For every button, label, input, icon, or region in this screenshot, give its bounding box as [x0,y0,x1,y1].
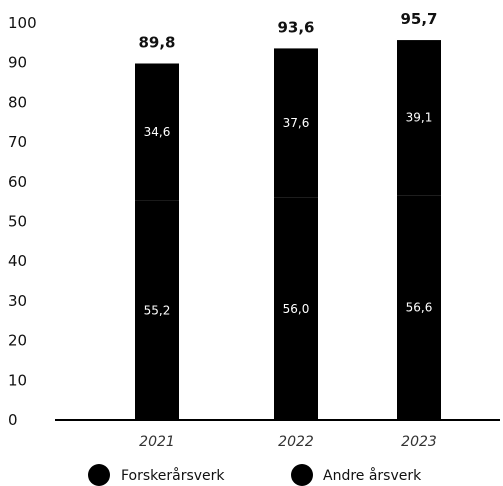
y-tick-label: 20 [8,332,27,350]
y-tick-label: 90 [8,54,27,72]
segment-value-label: 34,6 [144,125,171,139]
y-tick-label: 30 [8,292,27,310]
segment-value-label: 37,6 [283,116,310,130]
y-tick-label: 10 [8,371,27,389]
legend-label-forskerarsverk: Forskerårsverk [121,467,225,484]
total-value-label: 93,6 [277,18,314,36]
x-tick-label: 2022 [278,434,314,450]
segment-value-label: 39,1 [406,111,433,125]
bar-segment-2022-forskerarsverk [274,197,318,420]
bar-segment-2022-andre-arsverk [274,48,318,198]
bar-segment-2023-forskerarsverk [397,195,441,420]
legend-label-andre-arsverk: Andre årsverk [323,467,422,484]
bars: 55,2 34,6 89,8 56,0 37,6 93,6 56,6 39,1 95,7 [135,10,441,420]
y-tick-label: 70 [8,133,27,151]
x-tick-label: 2023 [401,434,437,450]
legend-marker-forskerarsverk [88,464,110,486]
segment-value-label: 56,6 [406,301,433,315]
y-tick-label: 40 [8,252,27,270]
bar-segment-2021-forskerarsverk [135,200,179,420]
x-tick-label: 2021 [139,434,175,450]
legend-marker-andre-arsverk [291,464,313,486]
y-tick-label: 0 [8,411,18,429]
segment-value-label: 55,2 [144,303,171,317]
y-axis: 0 10 20 30 40 50 60 70 80 90 100 [8,14,37,429]
x-axis: 2021 2022 2023 [139,434,437,450]
y-tick-label: 50 [8,213,27,231]
legend-item-forskerarsverk: Forskerårsverk [88,464,225,486]
bar-segment-2023-andre-arsverk [397,40,441,196]
y-tick-label: 60 [8,173,27,191]
segment-value-label: 56,0 [283,302,310,316]
y-tick-label: 100 [8,14,37,32]
total-value-label: 89,8 [138,33,175,51]
bar-segment-2021-andre-arsverk [135,63,179,201]
legend: Forskerårsverk Andre årsverk [88,464,422,486]
total-value-label: 95,7 [400,10,437,28]
legend-item-andre-arsverk: Andre årsverk [291,464,422,486]
y-tick-label: 80 [8,93,27,111]
